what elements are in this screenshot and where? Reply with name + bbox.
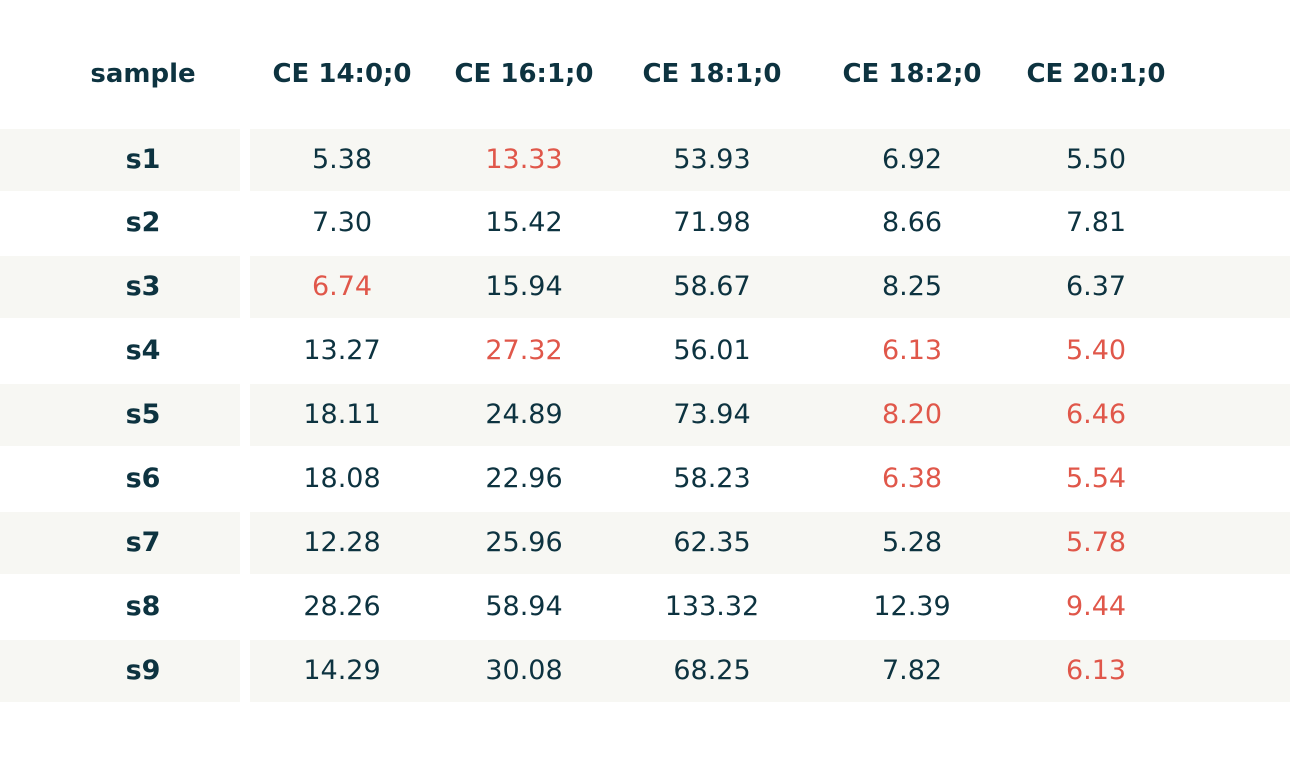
row-label-sample: s8: [125, 591, 161, 622]
table-cell-value: 6.46: [1065, 399, 1127, 430]
table-cell-value: 22.96: [485, 463, 563, 494]
table-cell-value: 15.42: [485, 207, 563, 238]
row-band-values: [250, 256, 1290, 318]
table-cell-value: 13.27: [303, 335, 381, 366]
table-cell-value: 12.28: [303, 527, 381, 558]
table-cell-value: 53.93: [673, 144, 751, 175]
table-cell-value: 14.29: [303, 655, 381, 686]
table-cell-value: 8.66: [881, 207, 943, 238]
table-cell-value: 28.26: [303, 591, 381, 622]
table-cell-value: 7.81: [1065, 207, 1127, 238]
table-cell-value: 27.32: [485, 335, 563, 366]
row-band-values: [250, 384, 1290, 446]
table-cell-value: 25.96: [485, 527, 563, 558]
row-label-sample: s6: [125, 463, 161, 494]
table-cell-value: 58.94: [485, 591, 563, 622]
table-cell-value: 62.35: [673, 527, 751, 558]
row-label-sample: s1: [125, 144, 161, 175]
column-header-2: CE 16:1;0: [454, 59, 594, 89]
column-header-1: CE 14:0;0: [272, 59, 412, 89]
column-header-3: CE 18:1;0: [642, 59, 782, 89]
row-band-values: [250, 129, 1290, 191]
table-cell-value: 5.54: [1065, 463, 1127, 494]
table-cell-value: 6.13: [1065, 655, 1127, 686]
table-cell-value: 56.01: [673, 335, 751, 366]
table-cell-value: 5.40: [1065, 335, 1127, 366]
table-cell-value: 18.11: [303, 399, 381, 430]
table-cell-value: 58.67: [673, 271, 751, 302]
table-cell-value: 5.50: [1065, 144, 1127, 175]
row-band-sample: [0, 384, 240, 446]
table-cell-value: 71.98: [673, 207, 751, 238]
row-label-sample: s7: [125, 527, 161, 558]
row-band-sample: [0, 256, 240, 318]
column-header-4: CE 18:2;0: [842, 59, 982, 89]
table-cell-value: 133.32: [664, 591, 760, 622]
table-cell-value: 6.74: [311, 271, 373, 302]
row-label-sample: s5: [125, 399, 161, 430]
table-cell-value: 6.92: [881, 144, 943, 175]
table-cell-value: 8.25: [881, 271, 943, 302]
table-cell-value: 5.38: [311, 144, 373, 175]
row-label-sample: s9: [125, 655, 161, 686]
row-band-values: [250, 640, 1290, 702]
table-cell-value: 12.39: [873, 591, 951, 622]
table-cell-value: 7.30: [311, 207, 373, 238]
table-cell-value: 15.94: [485, 271, 563, 302]
column-header-sample: sample: [90, 59, 196, 89]
table-cell-value: 6.37: [1065, 271, 1127, 302]
table-cell-value: 7.82: [881, 655, 943, 686]
table-cell-value: 73.94: [673, 399, 751, 430]
table-cell-value: 13.33: [485, 144, 563, 175]
table-cell-value: 18.08: [303, 463, 381, 494]
row-label-sample: s2: [125, 207, 161, 238]
table-cell-value: 5.78: [1065, 527, 1127, 558]
row-band-values: [250, 512, 1290, 574]
row-band-sample: [0, 129, 240, 191]
table-cell-value: 24.89: [485, 399, 563, 430]
table-cell-value: 9.44: [1065, 591, 1127, 622]
table-cell-value: 8.20: [881, 399, 943, 430]
table-cell-value: 30.08: [485, 655, 563, 686]
row-label-sample: s3: [125, 271, 161, 302]
row-band-sample: [0, 640, 240, 702]
column-header-5: CE 20:1;0: [1026, 59, 1166, 89]
table-cell-value: 68.25: [673, 655, 751, 686]
row-label-sample: s4: [125, 335, 161, 366]
table-cell-value: 5.28: [881, 527, 943, 558]
table-cell-value: 6.38: [881, 463, 943, 494]
row-band-sample: [0, 512, 240, 574]
table-cell-value: 58.23: [673, 463, 751, 494]
table-cell-value: 6.13: [881, 335, 943, 366]
